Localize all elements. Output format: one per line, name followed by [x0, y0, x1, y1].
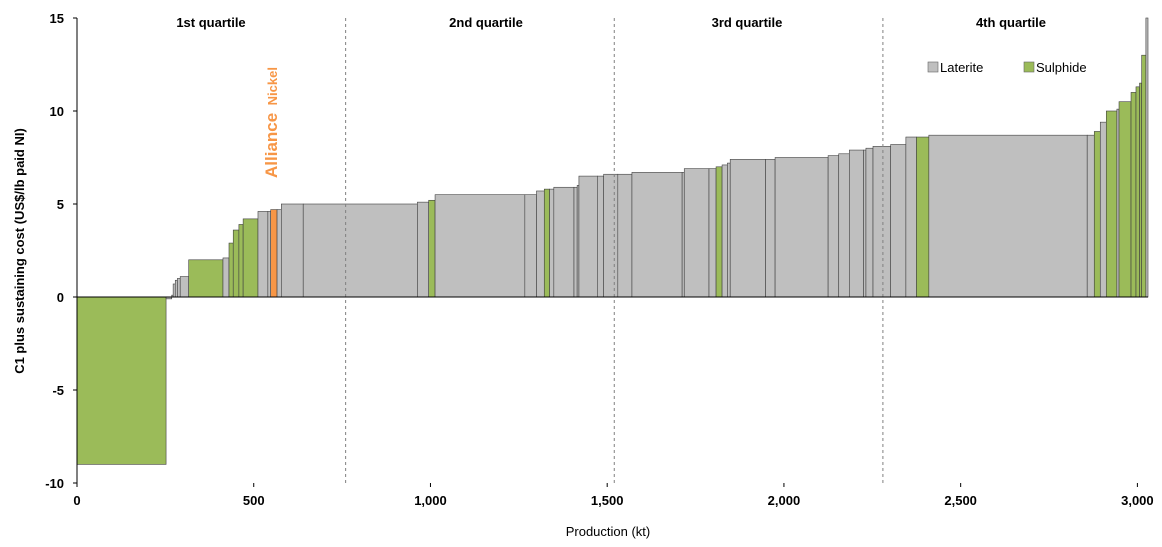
x-tick-label: 1,000: [414, 493, 447, 508]
y-tick-label: 15: [50, 11, 64, 26]
bar-laterite: [267, 211, 271, 298]
alliance-label-main: Alliance: [262, 113, 281, 178]
bar-laterite: [578, 175, 598, 298]
bar-laterite: [849, 149, 864, 298]
axes: -10 -5 0 5 10 15 0 500 1,000 1,500 2,000 2,500 3,000: [45, 11, 1153, 508]
bar-laterite: [1145, 17, 1149, 298]
x-tick-label: 2,000: [768, 493, 801, 508]
x-axis-label: Production (kt): [566, 524, 651, 539]
bar-sulphide: [543, 188, 550, 298]
bar-laterite: [417, 201, 429, 298]
bar-sulphide: [188, 259, 224, 298]
bar-sulphide: [1118, 101, 1132, 298]
labels: C1 plus sustaining cost (US$/lb paid NI)…: [12, 128, 650, 539]
x-tick-label: 2,500: [944, 493, 977, 508]
bar-laterite: [683, 168, 710, 298]
bar-laterite: [257, 211, 269, 298]
y-tick-label: 10: [50, 104, 64, 119]
bar-laterite: [905, 136, 917, 298]
bar-sulphide: [428, 199, 436, 298]
bar-laterite: [631, 172, 683, 298]
legend: Laterite Sulphide: [927, 60, 1087, 75]
bar-laterite: [172, 283, 176, 298]
bar-sulphide: [1130, 92, 1137, 298]
bar-laterite: [617, 173, 633, 298]
bar-sulphide: [1105, 110, 1118, 298]
bar-laterite: [177, 278, 181, 298]
bar-sulphide: [228, 242, 234, 298]
bar-sulphide: [1135, 86, 1140, 298]
y-tick-label: -5: [52, 383, 64, 398]
bar-laterite: [838, 153, 850, 298]
bar-laterite: [603, 173, 619, 298]
bar-sulphide: [232, 229, 240, 298]
bar-laterite: [536, 190, 545, 298]
bar-laterite: [872, 146, 891, 298]
bar-laterite: [765, 159, 776, 298]
legend-swatch-laterite: [927, 61, 939, 73]
bar-laterite: [890, 144, 907, 298]
bar-laterite: [1099, 121, 1107, 298]
bar-sulphide: [1141, 54, 1147, 298]
bar-laterite: [708, 168, 717, 298]
bar-laterite: [179, 276, 189, 298]
bar-laterite: [774, 157, 829, 298]
bar-sulphide: [76, 296, 167, 465]
y-tick-label: -10: [45, 476, 64, 491]
bar-laterite: [302, 203, 418, 298]
quartile-label-2: 2nd quartile: [449, 15, 523, 30]
bar-sulphide: [1093, 131, 1101, 298]
bar-laterite: [721, 164, 728, 298]
bar-sulphide: [1139, 82, 1142, 298]
bar-sulphide: [242, 218, 259, 298]
bar-laterite: [1086, 134, 1095, 298]
legend-label-laterite: Laterite: [940, 60, 983, 75]
bar-laterite: [276, 209, 282, 298]
bar-laterite: [524, 194, 537, 298]
bar-laterite: [597, 175, 604, 298]
legend-label-sulphide: Sulphide: [1036, 60, 1087, 75]
bar-alliance-nickel: [270, 209, 278, 298]
y-axis-label: C1 plus sustaining cost (US$/lb paid NI): [12, 128, 27, 374]
bars-layer: [76, 17, 1149, 465]
svg-text:Alliance Nickel: Alliance Nickel: [262, 67, 281, 178]
x-tick-label: 0: [73, 493, 80, 508]
alliance-nickel-label: Alliance Nickel: [262, 67, 281, 178]
quartile-labels: 1st quartile 2nd quartile 3rd quartile 4…: [176, 15, 1046, 30]
quartile-label-4: 4th quartile: [976, 15, 1046, 30]
bar-laterite: [549, 188, 555, 298]
bar-laterite: [174, 279, 178, 298]
bar-laterite: [928, 134, 1088, 298]
y-tick-label: 5: [57, 197, 64, 212]
bar-laterite: [865, 147, 874, 298]
y-tick-label: 0: [57, 290, 64, 305]
bar-sulphide: [715, 166, 723, 298]
x-tick-label: 500: [243, 493, 265, 508]
bar-laterite: [729, 159, 766, 298]
bar-laterite: [863, 149, 867, 298]
bar-laterite: [553, 186, 575, 298]
bar-laterite: [281, 203, 304, 298]
quartile-label-3: 3rd quartile: [712, 15, 783, 30]
bar-laterite: [222, 257, 230, 298]
bar-laterite: [434, 194, 526, 298]
alliance-label-sub: Nickel: [265, 67, 280, 105]
bar-laterite: [727, 162, 731, 298]
bar-laterite: [1116, 108, 1120, 298]
quartile-label-1: 1st quartile: [176, 15, 245, 30]
x-tick-label: 3,000: [1121, 493, 1154, 508]
bar-laterite: [573, 186, 578, 298]
legend-swatch-sulphide: [1023, 61, 1035, 73]
x-tick-label: 1,500: [591, 493, 624, 508]
bar-laterite: [827, 155, 840, 298]
bar-laterite: [681, 172, 685, 298]
bar-sulphide: [916, 136, 930, 298]
bar-sulphide: [238, 224, 244, 298]
